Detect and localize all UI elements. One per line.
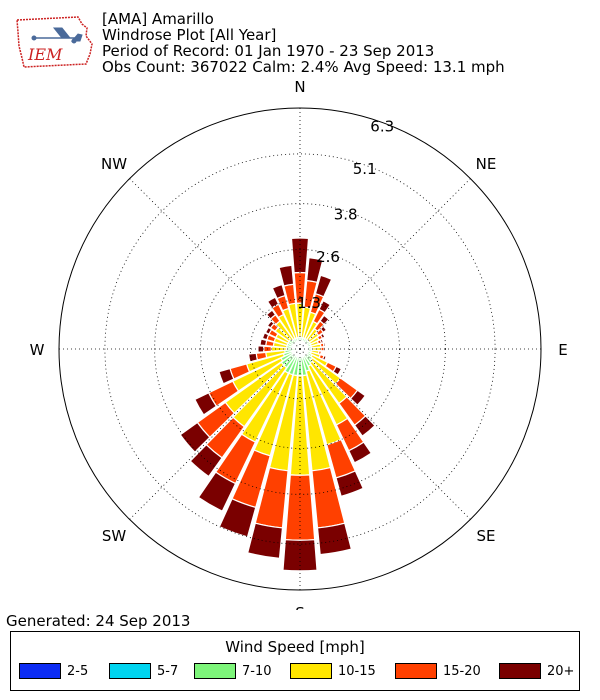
legend-label: 10-15 — [338, 664, 376, 679]
direction-label-SE: SE — [476, 527, 495, 545]
legend-swatch — [499, 663, 541, 679]
grid-ring — [200, 249, 400, 449]
legend-label: 5-7 — [157, 664, 179, 679]
grid-ring — [249, 298, 351, 400]
windrose-bar-300-20+ — [264, 326, 273, 335]
direction-label-N: N — [294, 78, 305, 96]
iem-logo-text: IEM — [27, 45, 63, 64]
grid-ring — [104, 153, 496, 545]
radial-tick-label: 2.6 — [316, 248, 340, 266]
grid-ring — [154, 203, 446, 495]
windrose-bar-270-20+ — [257, 345, 265, 353]
windrose-bar-100-20+ — [320, 350, 324, 356]
legend-swatch — [109, 663, 151, 679]
legend-label: 7-10 — [242, 664, 272, 679]
windrose-bar-150-20+ — [347, 441, 373, 464]
plot-title: Windrose Plot [All Year] — [102, 26, 277, 44]
radial-tick-label: 1.3 — [297, 294, 321, 312]
period-of-record: Period of Record: 01 Jan 1970 - 23 Sep 2… — [102, 42, 435, 60]
windrose-bar-70-20+ — [319, 338, 324, 344]
windrose-bar-340-20+ — [271, 283, 286, 300]
direction-label-NW: NW — [101, 155, 127, 173]
grid-spoke — [299, 178, 471, 350]
observation-stats: Obs Count: 367022 Calm: 2.4% Avg Speed: … — [102, 58, 505, 76]
iem-logo: IEM — [16, 16, 93, 68]
legend-swatch — [19, 663, 61, 679]
windrose-bar-120-20+ — [332, 365, 343, 376]
windrose-bar-30-20+ — [318, 299, 332, 314]
windrose-bar-180-15-20 — [284, 474, 316, 541]
generated-date: Generated: 24 Sep 2013 — [6, 612, 191, 630]
windrose-bar-200-20+ — [218, 498, 257, 538]
radial-tick-label: 5.1 — [353, 160, 377, 178]
windrose-bar-250-20+ — [218, 367, 235, 385]
windrose-bar-40-20+ — [319, 314, 330, 326]
direction-label-E: E — [558, 341, 567, 359]
windrose-bar-190-20+ — [246, 522, 284, 560]
legend-swatch — [290, 663, 332, 679]
grid-spoke — [129, 348, 301, 520]
radial-tick-label: 3.8 — [334, 206, 358, 224]
outer-ring — [58, 107, 542, 591]
direction-label-S: S — [295, 604, 305, 610]
windrose-bar-210-20+ — [197, 471, 237, 512]
windrose-bar-240-20+ — [193, 391, 218, 416]
windrose-bar-220-20+ — [189, 443, 223, 478]
windrose-bar-170-20+ — [316, 522, 353, 556]
windrose-bar-60-20+ — [319, 332, 326, 340]
grid-spoke — [129, 178, 301, 350]
grid-spoke — [299, 348, 471, 520]
windrose-bar-0-20+ — [290, 237, 310, 274]
direction-label-SW: SW — [102, 527, 127, 545]
legend-title: Wind Speed [mph] — [225, 638, 365, 656]
windrose-bar-160-20+ — [335, 470, 365, 498]
windrose-bar-20-20+ — [314, 274, 333, 298]
windrose-bar-260-20+ — [247, 352, 259, 363]
windrose-bar-290-20+ — [261, 332, 270, 341]
windrose-bar-10-20+ — [306, 256, 324, 284]
windrose-bar-80-20+ — [322, 341, 327, 348]
legend-swatch — [194, 663, 236, 679]
direction-label-W: W — [30, 341, 45, 359]
legend: Wind Speed [mph] 2-5 5-7 7-10 10-15 15-2… — [10, 631, 580, 691]
windrose-chart: 1.3 2.6 3.8 5.1 6.3 N NE E SE S SW W NW — [30, 78, 568, 610]
windrose-bar-350-20+ — [278, 264, 295, 287]
legend-swatch — [395, 663, 437, 679]
chart-header: [AMA] Amarillo Windrose Plot [All Year] … — [102, 11, 505, 75]
legend-label: 2-5 — [67, 664, 89, 679]
windrose-bar-320-20+ — [265, 309, 277, 320]
station-name: [AMA] Amarillo — [102, 10, 214, 28]
windrose-bar-280-20+ — [259, 338, 268, 347]
windrose-bar-180-20+ — [282, 539, 318, 572]
legend-label: 20+ — [547, 664, 575, 679]
windrose-bar-230-20+ — [179, 421, 211, 453]
direction-label-NE: NE — [476, 155, 497, 173]
legend-label: 15-20 — [443, 664, 481, 679]
windrose-bar-130-20+ — [349, 389, 367, 407]
windrose-bar-140-20+ — [353, 415, 376, 437]
radial-tick-label: 6.3 — [370, 117, 394, 135]
windrose-bar-50-20+ — [319, 325, 328, 334]
